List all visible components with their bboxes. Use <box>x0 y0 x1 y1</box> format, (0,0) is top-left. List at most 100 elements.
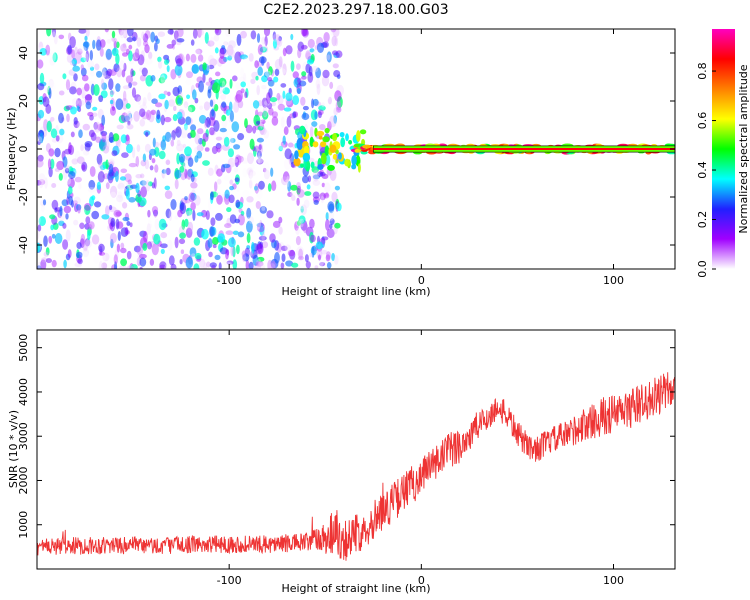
spectral-amplitude-blob <box>225 248 229 260</box>
spectral-amplitude-blob <box>177 209 183 218</box>
spectral-amplitude-blob <box>237 99 244 109</box>
spectral-amplitude-blob <box>192 29 198 39</box>
spectral-amplitude-blob <box>334 90 342 102</box>
spectral-amplitude-blob <box>120 168 128 174</box>
spectral-amplitude-blob <box>65 213 69 220</box>
spectral-amplitude-blob <box>119 194 126 206</box>
spectral-amplitude-blob <box>198 258 206 268</box>
spectral-amplitude-blob <box>290 184 298 191</box>
spectral-amplitude-blob <box>126 123 134 130</box>
spectral-amplitude-blob <box>66 176 71 185</box>
spectral-amplitude-blob <box>206 261 211 268</box>
spectral-amplitude-blob <box>77 258 83 265</box>
spectral-amplitude-blob <box>256 222 265 233</box>
spectral-amplitude-blob <box>100 78 105 90</box>
spectral-amplitude-blob <box>122 85 130 90</box>
colorbar: 0.0 0.2 0.4 0.6 0.8 Normalized spectral ampl… <box>696 29 750 278</box>
spectral-amplitude-blob <box>336 202 342 212</box>
spectral-amplitude-blob <box>284 148 292 160</box>
spectral-amplitude-blob <box>66 113 70 123</box>
spectral-amplitude-blob <box>198 261 206 269</box>
spectral-amplitude-blob <box>68 195 73 206</box>
spectral-amplitude-blob <box>269 263 276 269</box>
spectral-amplitude-blob <box>118 180 126 186</box>
spectral-amplitude-blob <box>213 34 220 42</box>
spectral-amplitude-blob <box>307 38 315 49</box>
spectral-amplitude-blob <box>139 266 143 269</box>
spectral-amplitude-blob <box>236 244 240 255</box>
spectral-amplitude-blob <box>96 153 103 165</box>
spectral-amplitude-blob <box>333 107 339 116</box>
spectral-amplitude-blob <box>248 179 253 189</box>
spectral-amplitude-blob <box>262 105 268 118</box>
spectral-amplitude-blob <box>283 126 289 136</box>
spectral-amplitude-blob <box>321 190 326 198</box>
spectral-amplitude-blob <box>257 152 261 164</box>
spectral-amplitude-blob <box>324 127 330 134</box>
spectral-amplitude-blob <box>77 121 81 131</box>
spectral-amplitude-blob <box>319 124 326 131</box>
spectral-amplitude-blob <box>229 78 233 89</box>
spectral-amplitude-blob <box>249 138 255 150</box>
spectral-amplitude-blob <box>354 148 361 153</box>
spectral-amplitude-blob <box>246 207 252 219</box>
spectral-amplitude-blob <box>190 129 196 138</box>
spectral-amplitude-blob <box>209 262 217 268</box>
spectral-amplitude-blob <box>46 29 52 37</box>
spectral-amplitude-blob <box>348 140 353 145</box>
spectral-amplitude-blob <box>287 181 292 192</box>
spectral-amplitude-blob <box>54 147 61 158</box>
spectral-amplitude-blob <box>137 54 145 66</box>
spectral-amplitude-blob <box>85 101 92 110</box>
spectral-amplitude-blob <box>139 257 147 267</box>
spectral-amplitude-blob <box>279 68 286 75</box>
spectral-amplitude-blob <box>170 139 175 147</box>
spectral-amplitude-blob <box>114 261 118 269</box>
spectral-amplitude-blob <box>237 231 245 238</box>
spectral-amplitude-blob <box>83 84 89 96</box>
spectral-amplitude-blob <box>256 158 264 165</box>
spectral-amplitude-blob <box>315 67 321 79</box>
spectral-amplitude-blob <box>96 123 105 131</box>
spectral-amplitude-blob <box>48 148 55 157</box>
spectral-amplitude-blob <box>42 199 47 206</box>
spectral-amplitude-blob <box>49 214 56 220</box>
spectral-amplitude-blob <box>183 101 189 109</box>
spectral-amplitude-blob <box>299 125 306 135</box>
spectral-amplitude-blob <box>227 44 234 57</box>
spectral-amplitude-blob <box>270 167 274 177</box>
spectral-amplitude-blob <box>155 102 163 108</box>
spectral-amplitude-blob <box>276 92 281 101</box>
spectral-amplitude-blob <box>39 48 47 56</box>
spectral-amplitude-blob <box>115 211 122 217</box>
spectral-amplitude-blob <box>277 95 284 105</box>
spectral-amplitude-blob <box>65 165 71 172</box>
spectral-amplitude-blob <box>257 111 264 117</box>
spectral-amplitude-blob <box>182 143 186 148</box>
spectral-amplitude-blob <box>202 72 206 84</box>
spectral-amplitude-blob <box>142 153 147 163</box>
spectral-amplitude-blob <box>263 71 270 78</box>
spectral-amplitude-blob <box>138 253 147 259</box>
spectral-amplitude-blob <box>139 104 148 110</box>
spectral-amplitude-blob <box>173 105 177 112</box>
spectral-amplitude-blob <box>318 254 321 261</box>
spectral-amplitude-blob <box>69 36 76 49</box>
spectral-amplitude-blob <box>305 52 312 60</box>
colorbar-tick-label: 0.0 <box>696 260 709 278</box>
spectral-amplitude-blob <box>226 207 232 213</box>
spectral-amplitude-blob <box>121 152 129 159</box>
snr-xlabel: Height of straight line (km) <box>281 582 430 595</box>
spectral-amplitude-blob <box>126 250 132 260</box>
spectral-amplitude-blob <box>256 156 264 164</box>
spectral-amplitude-blob <box>109 157 115 163</box>
spectral-amplitude-blob <box>128 162 137 168</box>
spectral-amplitude-blob <box>179 166 185 173</box>
spectral-amplitude-blob <box>80 64 85 71</box>
spectral-amplitude-blob <box>234 51 242 64</box>
spectral-amplitude-blob <box>94 148 102 154</box>
spectral-amplitude-blob <box>240 88 245 94</box>
spectral-amplitude-blob <box>149 148 157 156</box>
spectral-amplitude-blob <box>255 243 264 255</box>
spectral-amplitude-blob <box>204 147 210 152</box>
